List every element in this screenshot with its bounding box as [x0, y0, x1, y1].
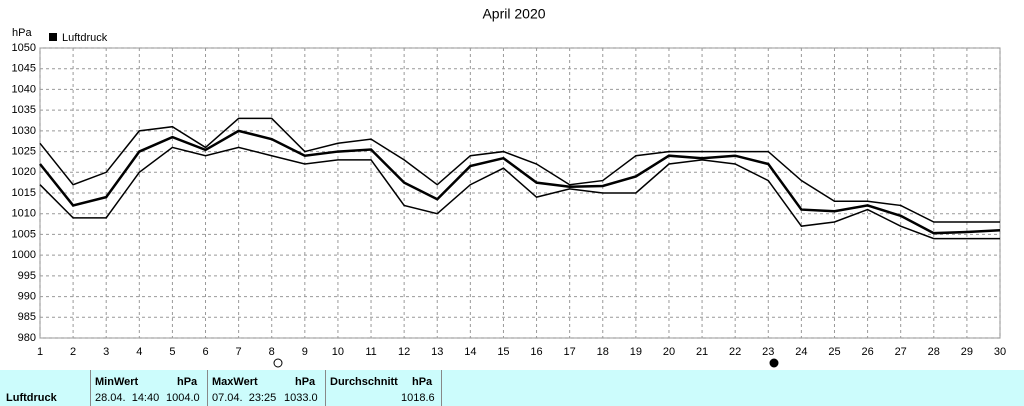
y-tick-label: 1020 — [12, 166, 36, 178]
x-tick-label: 13 — [431, 346, 443, 358]
stat-value: 1004.0 — [166, 392, 200, 404]
x-tick-label: 20 — [663, 346, 675, 358]
x-tick-label: 18 — [597, 346, 609, 358]
line — [39, 129, 1001, 235]
y-tick-label: 1040 — [12, 83, 36, 95]
chart: April 2020 hPa Luftdruck 980985990995100… — [12, 6, 1006, 368]
line — [39, 117, 1000, 223]
y-tick-label: 985 — [18, 311, 36, 323]
stat-time: 28.04. 14:40 — [95, 392, 160, 404]
row-label: Luftdruck — [6, 392, 57, 404]
y-tick-label: 995 — [18, 270, 36, 282]
y-tick-label: 1000 — [12, 249, 36, 261]
x-tick-label: 15 — [497, 346, 509, 358]
x-tick-label: 2 — [70, 346, 76, 358]
y-tick-label: 980 — [18, 332, 36, 344]
x-tick-label: 30 — [994, 346, 1006, 358]
x-tick-label: 23 — [762, 346, 774, 358]
x-tick-label: 17 — [564, 346, 576, 358]
stat-value: 1033.0 — [284, 392, 318, 404]
x-tick-label: 14 — [464, 346, 476, 358]
y-tick-label: 1045 — [12, 63, 36, 75]
legend-label: Luftdruck — [62, 32, 108, 44]
x-tick-label: 8 — [269, 346, 275, 358]
chart-title: April 2020 — [482, 6, 545, 22]
y-tick-label: 1030 — [12, 125, 36, 137]
y-tick-label: 1015 — [12, 187, 36, 199]
x-tick-label: 25 — [828, 346, 840, 358]
x-tick-label: 6 — [202, 346, 208, 358]
x-tick-label: 24 — [795, 346, 807, 358]
moon-icon — [769, 358, 779, 368]
y-tick-label: 1050 — [12, 42, 36, 54]
y-tick-label: 1035 — [12, 104, 36, 116]
x-tick-label: 5 — [169, 346, 175, 358]
stat-unit: hPa — [295, 376, 316, 388]
stat-label: MinWert — [95, 376, 139, 388]
stat-unit: hPa — [177, 376, 198, 388]
y-tick-label: 990 — [18, 290, 36, 302]
y-axis-label: hPa — [12, 27, 32, 39]
line — [39, 146, 1000, 240]
stats-bar: Luftdruck MinWert hPa 28.04. 14:40 1004.… — [0, 370, 1024, 406]
y-tick-label: 1010 — [12, 208, 36, 220]
x-tick-label: 27 — [895, 346, 907, 358]
y-tick-label: 1025 — [12, 145, 36, 157]
x-tick-label: 1 — [37, 346, 43, 358]
x-tick-label: 4 — [136, 346, 142, 358]
x-tick-label: 12 — [398, 346, 410, 358]
stat-value: 1018.6 — [401, 392, 435, 404]
y-tick-label: 1005 — [12, 228, 36, 240]
x-tick-label: 22 — [729, 346, 741, 358]
x-tick-label: 3 — [103, 346, 109, 358]
stat-label: MaxWert — [212, 376, 258, 388]
x-tick-label: 10 — [332, 346, 344, 358]
x-tick-label: 21 — [696, 346, 708, 358]
x-tick-label: 11 — [365, 346, 376, 358]
stat-time: 07.04. 23:25 — [212, 392, 277, 404]
legend-swatch — [49, 33, 57, 41]
moon-icon — [273, 358, 283, 368]
x-tick-label: 29 — [961, 346, 973, 358]
x-tick-label: 9 — [302, 346, 308, 358]
x-tick-label: 28 — [928, 346, 940, 358]
x-tick-label: 16 — [530, 346, 542, 358]
stat-unit: hPa — [412, 376, 433, 388]
x-tick-label: 7 — [236, 346, 242, 358]
x-tick-label: 26 — [861, 346, 873, 358]
x-tick-label: 19 — [630, 346, 642, 358]
stat-label: Durchschnitt — [330, 376, 398, 388]
